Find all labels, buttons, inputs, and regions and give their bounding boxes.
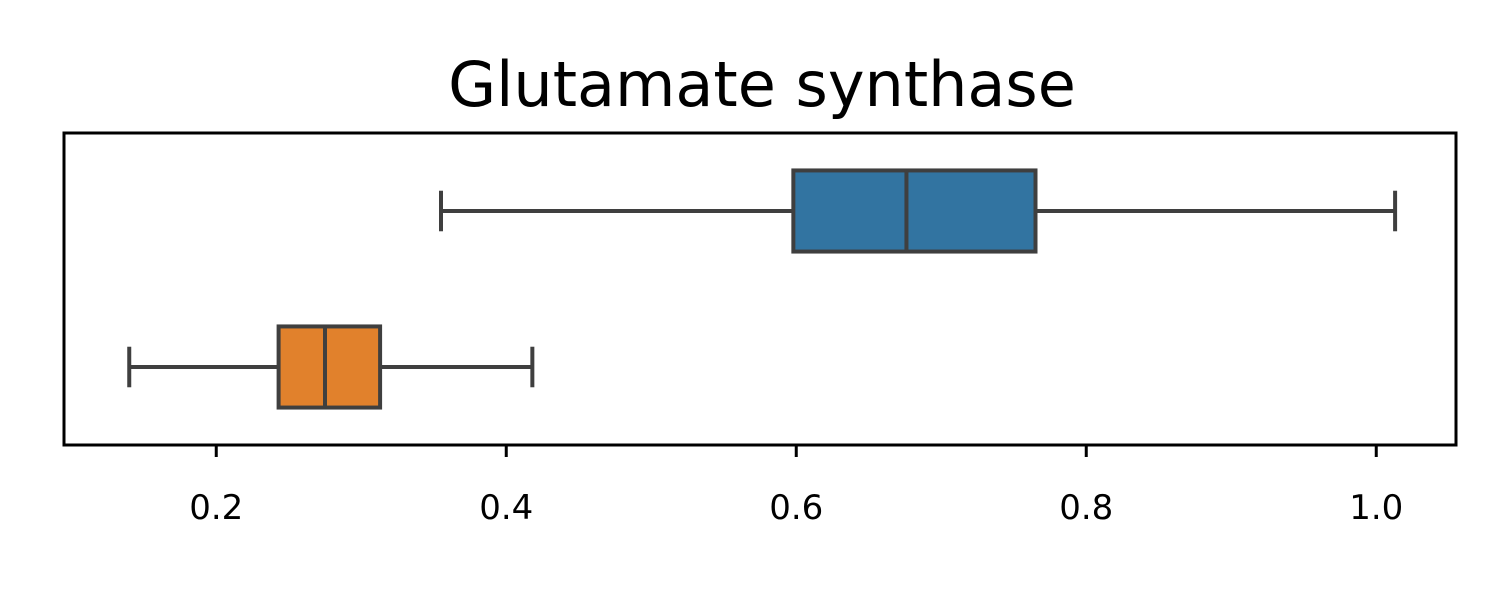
iqr-box bbox=[791, 168, 1038, 254]
x-tick-label: 1.0 bbox=[1349, 488, 1403, 528]
x-axis: 0.2 0.4 0.6 0.8 1.0 bbox=[189, 445, 1403, 528]
x-tick-label: 0.8 bbox=[1059, 488, 1113, 528]
chart-title: Glutamate synthase bbox=[448, 48, 1076, 121]
x-tick-label: 0.2 bbox=[189, 488, 243, 528]
iqr-box bbox=[276, 324, 383, 410]
box-group-2 bbox=[127, 324, 535, 410]
box-plot-boxes bbox=[127, 168, 1398, 410]
plot-frame bbox=[62, 131, 1458, 447]
box-group-1 bbox=[439, 168, 1398, 254]
x-tick-label: 0.4 bbox=[479, 488, 533, 528]
x-tick-label: 0.6 bbox=[769, 488, 823, 528]
